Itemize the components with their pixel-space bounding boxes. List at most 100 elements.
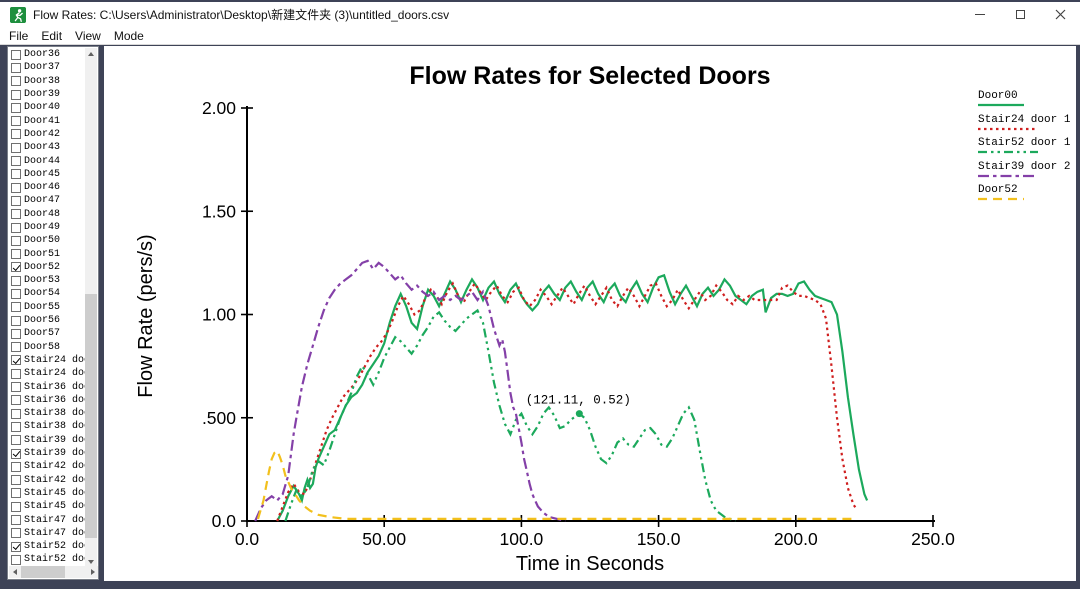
list-item[interactable]: Stair52 door xyxy=(9,540,86,553)
checkbox[interactable] xyxy=(11,249,21,260)
list-item[interactable]: Stair36 door xyxy=(9,380,86,393)
list-item[interactable]: Door48 xyxy=(9,208,86,221)
checkbox[interactable] xyxy=(11,76,21,87)
checkbox[interactable] xyxy=(11,488,21,499)
list-item[interactable]: Stair47 door xyxy=(9,527,86,540)
list-item[interactable]: Stair42 door xyxy=(9,474,86,487)
checkbox-checked[interactable] xyxy=(11,355,21,366)
list-item[interactable]: Door55 xyxy=(9,301,86,314)
list-item[interactable]: Door36 xyxy=(9,48,86,61)
list-item[interactable]: Stair52 door xyxy=(9,553,86,566)
list-item[interactable]: Door52 xyxy=(9,261,86,274)
list-item[interactable]: Stair38 door xyxy=(9,407,86,420)
list-item[interactable]: Door53 xyxy=(9,274,86,287)
checkbox[interactable] xyxy=(11,554,21,565)
list-item[interactable]: Door41 xyxy=(9,114,86,127)
checkbox[interactable] xyxy=(11,156,21,167)
scroll-down-button[interactable] xyxy=(85,556,97,568)
list-item[interactable]: Stair39 door xyxy=(9,434,86,447)
checkbox[interactable] xyxy=(11,89,21,100)
legend-label: Door00 xyxy=(978,90,1018,102)
list-item[interactable]: Door54 xyxy=(9,287,86,300)
checkbox[interactable] xyxy=(11,368,21,379)
checkbox[interactable] xyxy=(11,275,21,286)
list-item[interactable]: Door45 xyxy=(9,168,86,181)
list-item[interactable]: Stair47 door xyxy=(9,513,86,526)
flow-rate-chart[interactable]: Flow Rates for Selected Doors Time in Sec… xyxy=(104,46,1076,581)
checkbox[interactable] xyxy=(11,528,21,539)
checkbox[interactable] xyxy=(11,116,21,127)
list-item[interactable]: Door46 xyxy=(9,181,86,194)
checkbox[interactable] xyxy=(11,435,21,446)
horizontal-scrollbar[interactable] xyxy=(9,566,98,578)
list-item[interactable]: Door40 xyxy=(9,101,86,114)
list-item[interactable]: Stair42 door xyxy=(9,460,86,473)
checkbox[interactable] xyxy=(11,342,21,353)
checkbox[interactable] xyxy=(11,475,21,486)
list-item[interactable]: Door38 xyxy=(9,75,86,88)
checkbox[interactable] xyxy=(11,62,21,73)
checkbox[interactable] xyxy=(11,421,21,432)
checkbox[interactable] xyxy=(11,209,21,220)
checkbox[interactable] xyxy=(11,169,21,180)
checkbox[interactable] xyxy=(11,102,21,113)
x-tick-label: 200.0 xyxy=(774,529,818,549)
checkbox[interactable] xyxy=(11,195,21,206)
checkbox[interactable] xyxy=(11,382,21,393)
minimize-button[interactable] xyxy=(960,2,1000,27)
checkbox-checked[interactable] xyxy=(11,262,21,273)
scroll-right-button[interactable] xyxy=(87,566,98,578)
list-item[interactable]: Door44 xyxy=(9,154,86,167)
checkbox[interactable] xyxy=(11,501,21,512)
scroll-up-button[interactable] xyxy=(85,48,97,60)
chart-title: Flow Rates for Selected Doors xyxy=(409,62,770,90)
maximize-icon xyxy=(1015,10,1025,19)
list-item[interactable]: Door47 xyxy=(9,194,86,207)
checkbox-checked[interactable] xyxy=(11,541,21,552)
checkbox[interactable] xyxy=(11,49,21,60)
list-item[interactable]: Stair36 door xyxy=(9,394,86,407)
list-item[interactable]: Stair24 door xyxy=(9,354,86,367)
checkbox[interactable] xyxy=(11,461,21,472)
checkbox[interactable] xyxy=(11,288,21,299)
list-item[interactable]: Door37 xyxy=(9,61,86,74)
list-item[interactable]: Door42 xyxy=(9,128,86,141)
checkbox[interactable] xyxy=(11,142,21,153)
list-item[interactable]: Stair38 door xyxy=(9,420,86,433)
list-item[interactable]: Door49 xyxy=(9,221,86,234)
list-item[interactable]: Door58 xyxy=(9,341,86,354)
menu-item-file[interactable]: File xyxy=(9,28,29,43)
maximize-button[interactable] xyxy=(1000,2,1040,27)
list-item[interactable]: Stair45 door xyxy=(9,500,86,513)
close-button[interactable] xyxy=(1040,2,1080,27)
list-item[interactable]: Door43 xyxy=(9,141,86,154)
checkbox[interactable] xyxy=(11,315,21,326)
checkbox[interactable] xyxy=(11,302,21,313)
checkbox[interactable] xyxy=(11,182,21,193)
menu-item-edit[interactable]: Edit xyxy=(41,28,63,43)
list-item-label: Door38 xyxy=(24,75,61,87)
checkbox[interactable] xyxy=(11,515,21,526)
list-item[interactable]: Door56 xyxy=(9,314,86,327)
checkbox[interactable] xyxy=(11,395,21,406)
vertical-scrollbar-thumb[interactable] xyxy=(85,294,97,538)
checkbox-checked[interactable] xyxy=(11,448,21,459)
list-item[interactable]: Door57 xyxy=(9,327,86,340)
list-item[interactable]: Door50 xyxy=(9,234,86,247)
menu-item-view[interactable]: View xyxy=(75,28,101,43)
list-item[interactable]: Stair45 door xyxy=(9,487,86,500)
list-item[interactable]: Stair39 door xyxy=(9,447,86,460)
scroll-left-button[interactable] xyxy=(9,566,21,578)
checkbox[interactable] xyxy=(11,129,21,140)
vertical-scrollbar[interactable] xyxy=(85,48,97,568)
checkbox[interactable] xyxy=(11,222,21,233)
list-item[interactable]: Stair24 door xyxy=(9,367,86,380)
checkbox[interactable] xyxy=(11,235,21,246)
checkbox[interactable] xyxy=(11,408,21,419)
horizontal-scrollbar-thumb[interactable] xyxy=(21,566,65,578)
list-item-label: Stair52 door xyxy=(24,554,86,566)
list-item[interactable]: Door39 xyxy=(9,88,86,101)
list-item[interactable]: Door51 xyxy=(9,247,86,260)
menu-item-mode[interactable]: Mode xyxy=(113,28,144,43)
checkbox[interactable] xyxy=(11,328,21,339)
